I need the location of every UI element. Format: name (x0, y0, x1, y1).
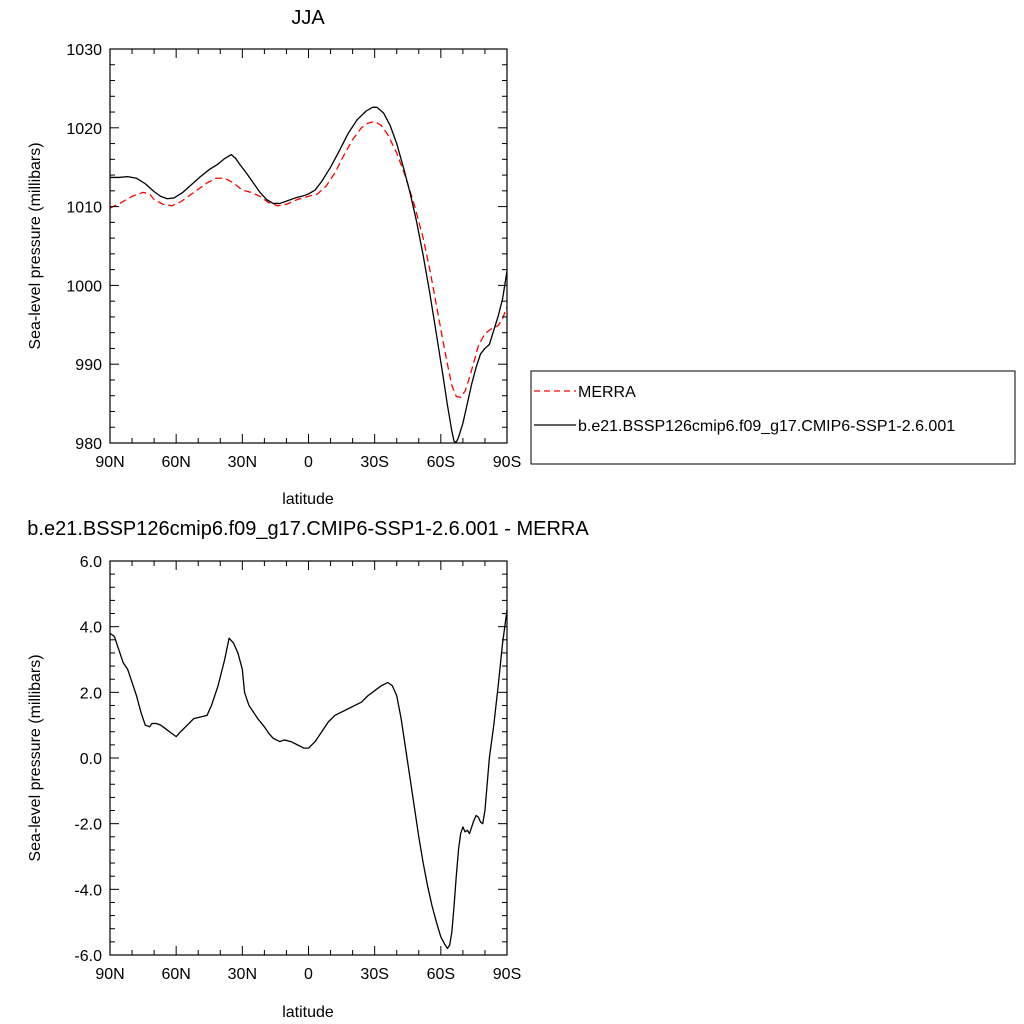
top-x-tick-label: 30S (360, 454, 388, 471)
top-x-tick-label: 90S (493, 454, 521, 471)
top-axes-layer: 90N 60N 30N 0 30S 60S 90S 980 990 1000 1010 1020 103… (66, 42, 521, 471)
top-series-layer (109, 106, 508, 443)
top-y-tick-label: 990 (75, 357, 102, 374)
bottom-y-tick-label: 0.0 (80, 751, 102, 768)
bottom-title: b.e21.BSSP126cmip6.f09_g17.CMIP6-SSP1-2.… (27, 518, 589, 540)
bottom-y-tick-label: -4.0 (74, 882, 102, 899)
top-y-tick-label: 980 (75, 436, 102, 453)
bottom-x-tick-label: 0 (304, 966, 313, 983)
bottom-x-tick-label: 60S (427, 966, 455, 983)
top-panel: JJA Sea-level pressure (millibars) latit… (27, 7, 521, 508)
legend: MERRA b.e21.BSSP126cmip6.f09_g17.CMIP6-S… (530, 370, 1016, 465)
top-plot-frame (109, 48, 508, 444)
top-x-tick-label: 60N (161, 454, 190, 471)
bottom-y-tick-label: -2.0 (74, 817, 102, 834)
bottom-y-tick-label: 4.0 (80, 620, 102, 637)
legend-label-merra: MERRA (578, 384, 636, 401)
bottom-y-tick-label: -6.0 (74, 948, 102, 965)
bottom-panel: b.e21.BSSP126cmip6.f09_g17.CMIP6-SSP1-2.… (27, 518, 589, 1021)
bottom-y-axis-label: Sea-level pressure (millibars) (27, 654, 44, 861)
bottom-x-tick-label: 90N (95, 966, 124, 983)
top-x-tick-label: 90N (95, 454, 124, 471)
top-x-tick-label: 60S (427, 454, 455, 471)
top-y-tick-label: 1030 (66, 42, 102, 59)
top-x-tick-label: 30N (228, 454, 257, 471)
top-y-tick-label: 1020 (66, 121, 102, 138)
bottom-x-axis-label: latitude (282, 1004, 334, 1021)
top-series-line-1 (110, 106, 508, 443)
bottom-y-tick-label: 2.0 (80, 685, 102, 702)
bottom-plot-frame (109, 560, 508, 956)
bottom-series-line-0 (109, 610, 508, 950)
top-y-axis-label: Sea-level pressure (millibars) (27, 142, 44, 349)
legend-label-model: b.e21.BSSP126cmip6.f09_g17.CMIP6-SSP1-2.… (578, 418, 955, 435)
bottom-y-tick-label: 6.0 (80, 554, 102, 571)
bottom-axes-layer: 90N 60N 30N 0 30S 60S 90S -6.0 -4.0 -2.0 0.0 2.0 4.0… (74, 554, 521, 983)
bottom-x-tick-label: 90S (493, 966, 521, 983)
top-title: JJA (291, 7, 325, 29)
legend-box (530, 370, 1016, 465)
top-x-axis-label: latitude (282, 491, 334, 508)
bottom-x-tick-label: 60N (161, 966, 190, 983)
top-x-tick-label: 0 (304, 454, 313, 471)
top-y-tick-label: 1000 (66, 278, 102, 295)
bottom-x-tick-label: 30N (228, 966, 257, 983)
top-y-tick-label: 1010 (66, 200, 102, 217)
top-series-line-0 (109, 120, 508, 398)
bottom-x-tick-label: 30S (360, 966, 388, 983)
bottom-series-layer (109, 610, 508, 950)
